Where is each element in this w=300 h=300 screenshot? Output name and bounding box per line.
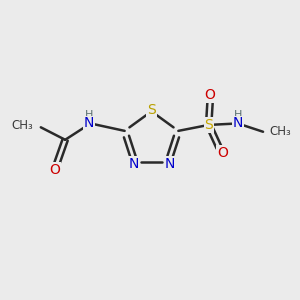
Text: CH₃: CH₃: [12, 119, 33, 132]
Text: O: O: [205, 88, 216, 102]
Text: O: O: [49, 163, 60, 176]
Text: S: S: [147, 103, 156, 117]
Text: H: H: [85, 110, 93, 120]
Text: S: S: [204, 118, 213, 132]
Text: N: N: [164, 157, 175, 171]
Text: N: N: [128, 157, 139, 171]
Text: N: N: [232, 116, 243, 130]
Text: O: O: [217, 146, 228, 160]
Text: H: H: [234, 110, 242, 120]
Text: CH₃: CH₃: [269, 125, 291, 138]
Text: N: N: [84, 116, 94, 130]
